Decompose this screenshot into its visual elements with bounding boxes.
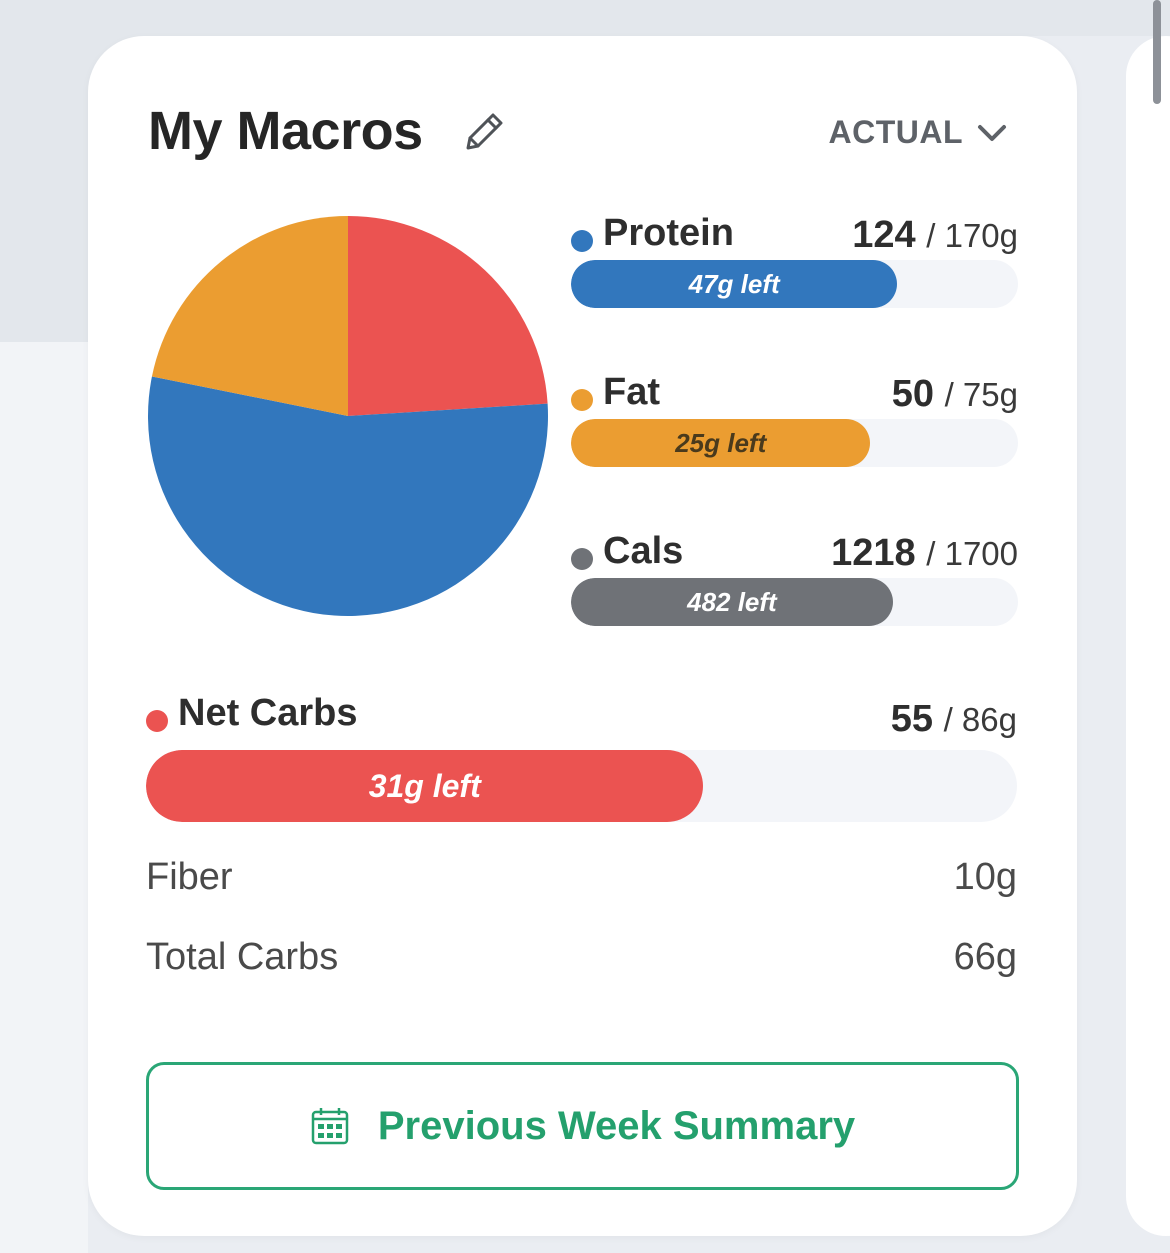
fat-progress-track: 25g left: [571, 419, 1018, 467]
macro-row-fat: Fat 50 / 75g 25g left: [571, 371, 1018, 471]
next-card-edge[interactable]: [1126, 36, 1170, 1236]
protein-label: Protein: [603, 212, 734, 254]
net-carbs-remaining: 31g left: [368, 768, 481, 804]
macros-card: My Macros ACTUAL Protein 124 / 170g 47g …: [88, 36, 1077, 1236]
net-carbs-progress-track: 31g left: [146, 750, 1017, 822]
chevron-down-icon: [978, 124, 1006, 141]
cals-label: Cals: [603, 530, 684, 572]
cals-remaining: 482 left: [687, 587, 777, 617]
background-panel-lower: [0, 342, 88, 1253]
protein-dot: [571, 230, 593, 252]
macro-row-cals: Cals 1218 / 1700 482 left: [571, 530, 1018, 630]
pie-slice-fat: [151, 216, 348, 416]
net-carbs-progress-fill: [146, 750, 704, 822]
card-title: My Macros: [148, 101, 423, 161]
macro-row-net-carbs: Net Carbs 55 / 86g 31g left: [146, 692, 1017, 822]
protein-remaining: 47g left: [688, 269, 780, 299]
pencil-icon[interactable]: [460, 106, 510, 156]
macros-pie-chart: [147, 216, 548, 617]
net-carbs-label: Net Carbs: [178, 692, 358, 734]
fat-remaining: 25g left: [675, 428, 767, 458]
background-band: [196, 0, 1170, 36]
scrollbar[interactable]: [1153, 0, 1161, 104]
fat-label: Fat: [603, 371, 660, 413]
total-carbs-label: Total Carbs: [146, 936, 339, 978]
stat-row-fiber: Fiber 10g: [146, 856, 1017, 899]
view-mode-dropdown[interactable]: ACTUAL: [828, 114, 1007, 151]
fiber-label: Fiber: [146, 856, 233, 898]
fat-progress-fill: [571, 419, 871, 467]
cals-progress-fill: [571, 578, 893, 626]
previous-week-summary-label: Previous Week Summary: [377, 1103, 856, 1148]
stat-row-total-carbs: Total Carbs 66g: [146, 936, 1017, 979]
calendar-icon: [311, 1108, 349, 1145]
fat-dot: [571, 389, 593, 411]
protein-progress-track: 47g left: [571, 260, 1018, 308]
fiber-value: 10g: [953, 856, 1017, 898]
net-carbs-dot: [146, 710, 168, 732]
net-carbs-value: 55 / 86g: [890, 698, 1017, 740]
protein-value: 124 / 170g: [852, 214, 1018, 256]
protein-progress-fill: [571, 260, 898, 308]
cals-dot: [571, 548, 593, 570]
pie-slice-protein: [147, 376, 548, 617]
total-carbs-value: 66g: [953, 936, 1017, 978]
view-mode-label: ACTUAL: [828, 114, 963, 150]
previous-week-summary-button[interactable]: Previous Week Summary: [146, 1062, 1019, 1190]
fat-value: 50 / 75g: [891, 373, 1018, 415]
cals-value: 1218 / 1700: [831, 532, 1018, 574]
cals-progress-track: 482 left: [571, 578, 1018, 626]
macro-row-protein: Protein 124 / 170g 47g left: [571, 212, 1018, 312]
pie-slice-net-carbs: [348, 216, 548, 416]
